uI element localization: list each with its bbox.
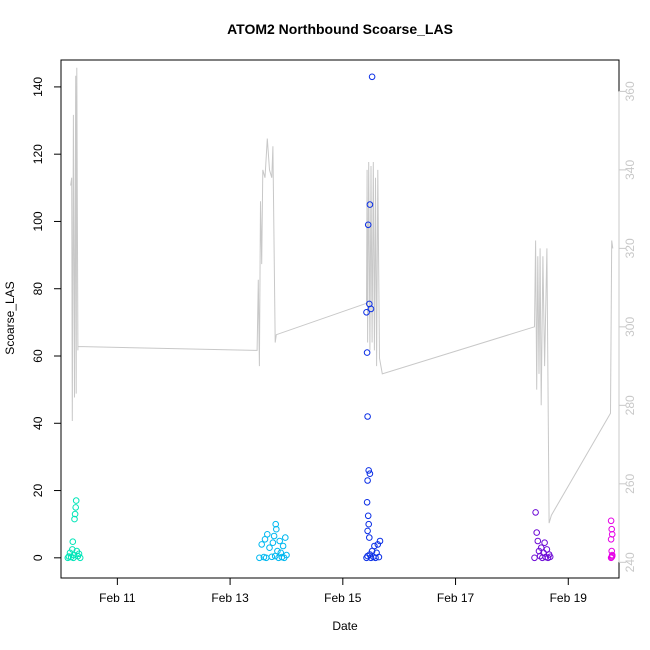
data-point-series-3 xyxy=(367,305,375,313)
data-point-series-1 xyxy=(69,538,77,546)
data-point-series-4 xyxy=(534,537,542,545)
data-point-series-5 xyxy=(607,517,615,525)
data-point-series-2 xyxy=(282,534,289,541)
x-tick-label: Feb 11 xyxy=(99,591,136,605)
data-point-series-3 xyxy=(363,309,370,316)
y-tick-label: 120 xyxy=(31,144,45,164)
x-axis-label: Date xyxy=(332,619,358,633)
x-tick-label: Feb 15 xyxy=(324,591,362,605)
x-axis: Feb 11 Feb 13 Feb 15 Feb 17 Feb 19 xyxy=(99,577,588,605)
data-point-series-2 xyxy=(276,537,284,545)
x-tick-label: Feb 13 xyxy=(211,591,249,605)
secondary-line xyxy=(70,67,614,524)
data-point-series-3 xyxy=(363,554,370,562)
scatter-points xyxy=(64,73,616,562)
data-point-series-1 xyxy=(75,550,83,558)
data-point-series-3 xyxy=(368,73,376,81)
data-point-series-2 xyxy=(277,549,285,557)
y2-tick-label: 240 xyxy=(623,552,637,572)
y2-tick-label: 260 xyxy=(623,473,637,493)
x-tick-label: Feb 19 xyxy=(550,591,588,605)
plot-frame xyxy=(60,59,620,579)
y-axis: 0 20 40 60 80 100 120 140 xyxy=(31,77,62,561)
data-point-series-2 xyxy=(270,532,278,540)
data-point-series-3 xyxy=(374,541,382,548)
data-point-series-1 xyxy=(71,510,79,518)
y2-tick-label: 340 xyxy=(623,160,637,180)
y-tick-label: 20 xyxy=(31,484,45,498)
data-point-series-1 xyxy=(72,504,79,511)
y-tick-label: 0 xyxy=(31,554,45,561)
data-point-series-3 xyxy=(365,520,373,528)
y2-tick-label: 320 xyxy=(623,238,637,258)
y2-tick-label: 360 xyxy=(623,81,637,101)
y-tick-label: 80 xyxy=(31,282,45,296)
data-point-series-3 xyxy=(363,349,371,356)
data-point-series-5 xyxy=(608,551,616,559)
data-point-series-2 xyxy=(256,554,263,562)
data-point-series-4 xyxy=(541,539,548,547)
y-tick-label: 40 xyxy=(31,416,45,430)
secondary-line-path xyxy=(70,67,614,524)
y-axis-label: Scoarse_LAS xyxy=(3,281,17,354)
data-point-series-2 xyxy=(273,525,280,533)
data-point-series-4 xyxy=(546,553,554,561)
data-point-series-3 xyxy=(364,221,372,229)
data-point-series-2 xyxy=(264,531,271,538)
data-point-series-3 xyxy=(364,477,371,484)
data-point-series-2 xyxy=(266,544,273,552)
data-point-series-3 xyxy=(376,537,384,545)
y2-tick-label: 300 xyxy=(623,317,637,337)
data-point-series-2 xyxy=(274,547,281,555)
data-point-series-1 xyxy=(76,554,84,562)
data-point-series-2 xyxy=(272,520,280,528)
x-tick-label: Feb 17 xyxy=(437,591,475,605)
chart-title: ATOM2 Northbound Scoarse_LAS xyxy=(227,21,453,37)
y-tick-label: 60 xyxy=(31,349,45,363)
data-point-series-1 xyxy=(70,554,77,562)
data-point-series-1 xyxy=(69,546,76,553)
y2-axis: 240 260 280 300 320 340 360 xyxy=(618,81,637,572)
data-point-series-4 xyxy=(531,554,538,562)
data-point-series-3 xyxy=(364,413,371,420)
data-point-series-2 xyxy=(269,539,277,547)
data-point-series-1 xyxy=(71,515,78,523)
data-point-series-3 xyxy=(375,553,383,561)
data-point-series-3 xyxy=(365,467,373,474)
data-point-series-2 xyxy=(279,542,287,550)
data-point-series-3 xyxy=(366,201,374,208)
data-point-series-3 xyxy=(366,470,374,478)
data-point-series-2 xyxy=(258,541,266,548)
data-point-series-1 xyxy=(72,497,80,504)
data-point-series-3 xyxy=(366,534,373,541)
data-point-series-4 xyxy=(532,509,539,516)
y2-tick-label: 280 xyxy=(623,395,637,415)
data-point-series-3 xyxy=(363,499,371,506)
y-tick-label: 100 xyxy=(31,211,45,231)
data-point-series-3 xyxy=(364,527,371,535)
data-point-series-2 xyxy=(283,551,290,559)
data-point-series-4 xyxy=(533,529,541,536)
data-point-series-3 xyxy=(371,542,378,550)
data-point-series-3 xyxy=(364,512,372,520)
data-point-series-2 xyxy=(268,553,276,561)
data-point-series-5 xyxy=(607,536,615,543)
y-tick-label: 140 xyxy=(31,77,45,97)
